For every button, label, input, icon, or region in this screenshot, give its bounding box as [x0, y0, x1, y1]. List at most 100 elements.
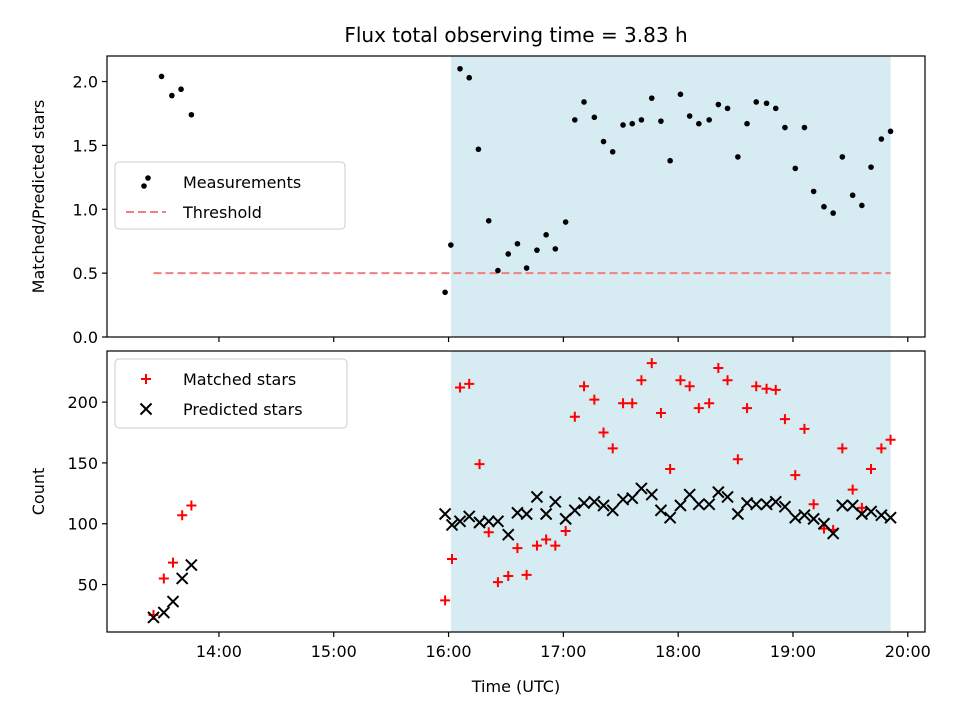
predicted-stars-point: [463, 510, 476, 523]
measurement-point: [505, 251, 512, 257]
predicted-stars-point: [549, 495, 562, 509]
x-tick-label: 18:00: [655, 642, 701, 661]
matched-stars-point: [440, 595, 451, 606]
predicted-stars-point: [539, 507, 553, 521]
y-tick-label: 0.5: [73, 264, 98, 283]
matched-stars-point: [866, 463, 877, 474]
plot-frame: [106, 350, 926, 633]
measurement-point: [868, 164, 874, 170]
matched-stars-point: [665, 463, 676, 474]
predicted-stars-point: [750, 498, 763, 511]
matched-stars-point: [464, 378, 475, 389]
x-tick-label: 14:00: [196, 642, 242, 661]
y-tick-label: 100: [67, 515, 98, 534]
measurement-point: [735, 154, 741, 160]
legend-label: Predicted stars: [183, 400, 303, 419]
measurement-point: [475, 146, 482, 153]
y-tick-label: 1.5: [73, 136, 98, 155]
legend-matched-marker: [141, 374, 151, 384]
predicted-stars-point: [817, 517, 831, 530]
measurement-point: [706, 117, 712, 123]
predicted-stars-point: [185, 558, 198, 572]
legend-label: Measurements: [183, 173, 301, 192]
predicted-stars-point: [836, 499, 849, 512]
matched-stars-point: [579, 381, 590, 392]
predicted-stars-point: [147, 611, 160, 624]
matched-stars-point: [808, 499, 819, 510]
x-tick-label: 19:00: [770, 642, 816, 661]
predicted-stars-point: [645, 488, 658, 501]
predicted-stars-point: [635, 482, 648, 495]
x-tick-label: 20:00: [885, 642, 931, 661]
measurement-point: [514, 240, 521, 247]
matched-stars-point: [790, 470, 801, 481]
legend-box: [114, 358, 348, 429]
predicted-stars-point: [826, 527, 840, 540]
matched-stars-point: [186, 500, 197, 511]
measurement-point: [629, 120, 636, 127]
matched-stars-point: [598, 427, 609, 438]
legend-label: Matched stars: [183, 370, 296, 389]
bottom-panel: 50 100 150 200 14:00 15:00 16:00 17:00 18:00 19:0…: [29, 350, 931, 696]
predicted-stars-point: [789, 511, 802, 524]
predicted-stars-point: [731, 507, 745, 521]
predicted-stars-point: [760, 498, 773, 511]
predicted-stars-point: [491, 515, 505, 528]
measurement-point: [442, 289, 448, 296]
matched-stars-point: [492, 577, 503, 588]
measurement-point: [638, 117, 645, 123]
measurement-point: [466, 74, 473, 81]
measurement-point: [178, 86, 184, 93]
predicted-stars-point: [520, 507, 533, 521]
measurement-point: [839, 154, 846, 160]
measurement-point: [677, 91, 684, 98]
predicted-stars-point: [568, 504, 582, 517]
measurement-point: [696, 120, 702, 127]
predicted-stars-point: [502, 528, 515, 541]
measurement-point: [648, 95, 655, 101]
matched-stars-point: [483, 527, 494, 538]
predicted-stars-point: [855, 507, 869, 521]
y-tick-label: 50: [78, 576, 98, 595]
y-tick-label: 200: [67, 393, 98, 412]
measurement-point: [686, 113, 693, 119]
y-tick-label: 1.0: [73, 200, 98, 219]
predicted-stars-point: [778, 500, 792, 513]
matched-stars-point: [761, 383, 772, 394]
measurement-point: [753, 99, 760, 105]
y-axis-label: Count: [29, 468, 48, 516]
x-tick-label: 15:00: [311, 642, 357, 661]
matched-stars-point: [607, 443, 618, 454]
matched-stars-point: [751, 381, 762, 392]
matched-stars-point: [837, 443, 848, 454]
measurement-point: [887, 128, 894, 135]
y-tick-label: 0.0: [73, 328, 98, 347]
predicted-stars-point: [166, 595, 180, 608]
predicted-stars-point: [453, 515, 467, 528]
measurement-point: [667, 157, 673, 164]
measurement-point: [572, 117, 578, 123]
predicted-stars-point: [654, 504, 668, 517]
predicted-stars-point: [597, 499, 610, 512]
matched-stars-point: [541, 534, 552, 545]
matched-stars-point: [446, 554, 457, 565]
measurement-point: [188, 111, 195, 118]
measurement-point: [792, 165, 799, 172]
matched-stars-point: [742, 403, 753, 414]
measurement-point: [457, 65, 463, 72]
predicted-stars-point: [798, 509, 811, 522]
matched-stars-point: [569, 411, 580, 422]
matched-stars-point: [512, 543, 523, 554]
measurement-point: [658, 118, 664, 124]
matched-stars-point: [636, 375, 647, 386]
measurement-point: [591, 114, 598, 121]
predicted-stars-point: [692, 498, 706, 511]
measurement-point: [485, 217, 492, 224]
predicted-stars-point: [577, 496, 591, 510]
legend-predicted-marker: [139, 402, 153, 416]
measurement-point: [609, 148, 616, 155]
measurement-point: [715, 101, 722, 108]
x-tick-label: 16:00: [425, 642, 471, 661]
measurement-point: [169, 92, 175, 99]
